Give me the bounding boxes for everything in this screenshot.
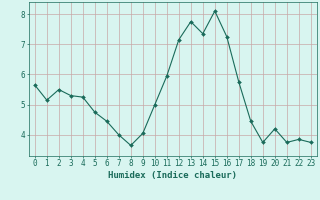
X-axis label: Humidex (Indice chaleur): Humidex (Indice chaleur) [108,171,237,180]
